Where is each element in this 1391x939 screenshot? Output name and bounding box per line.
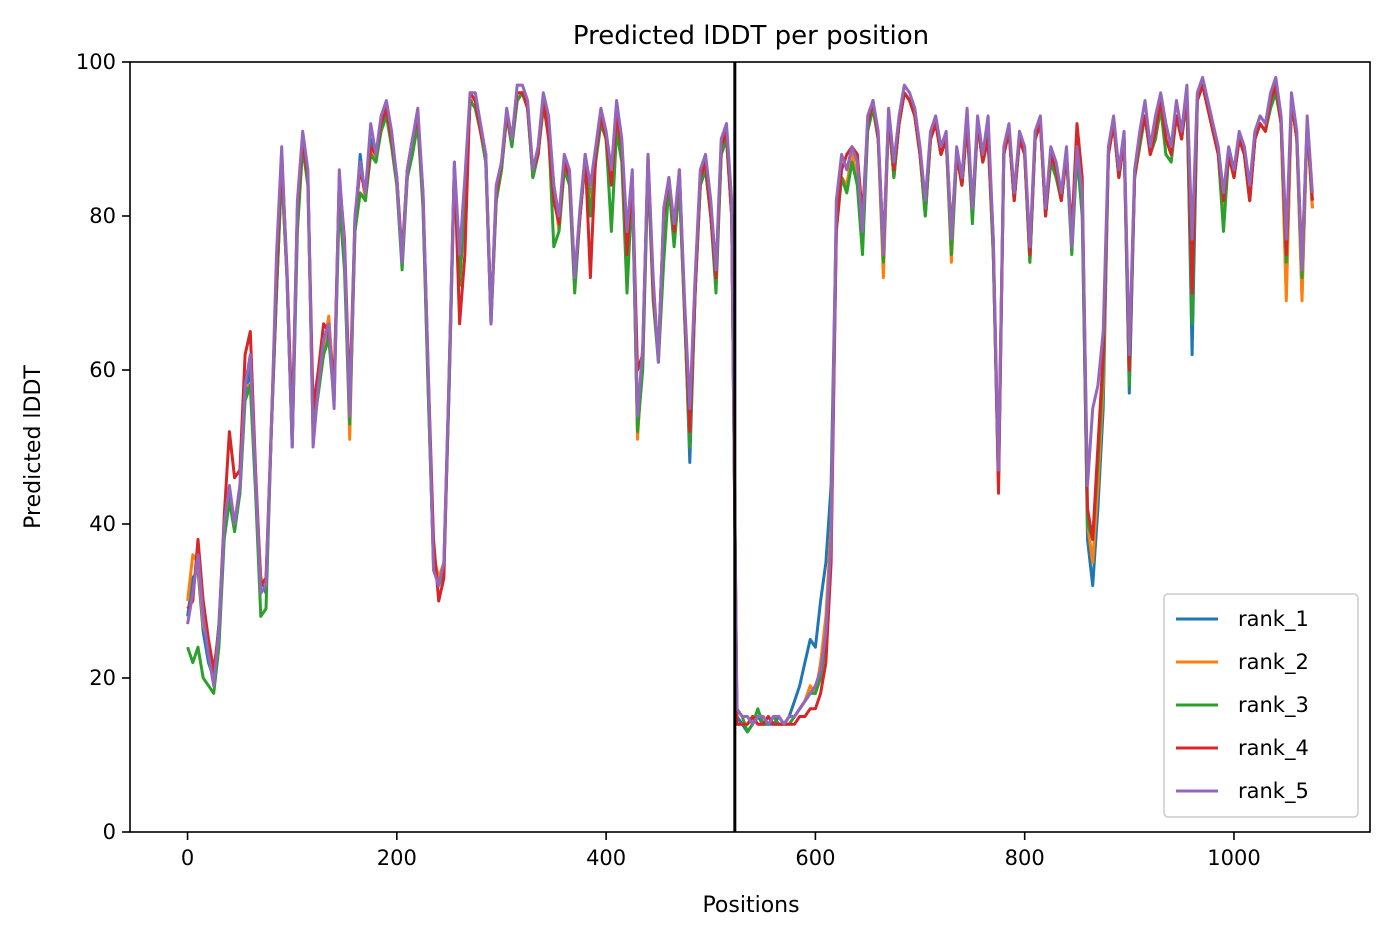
x-axis: 0 200 400 600 800 1000 <box>181 832 1261 870</box>
x-tick-label: 0 <box>181 846 194 870</box>
y-axis-label: Predicted lDDT <box>21 365 46 529</box>
legend-label: rank_2 <box>1238 650 1309 675</box>
x-axis-label: Positions <box>702 893 799 918</box>
series-line-rank_5 <box>186 75 1314 726</box>
y-axis: 0 20 40 60 80 100 <box>76 50 130 844</box>
plot-frame <box>129 61 1371 833</box>
legend-box <box>1163 593 1359 818</box>
x-tick-label: 800 <box>1005 846 1045 870</box>
y-tick-label: 100 <box>76 50 116 74</box>
y-tick-label: 20 <box>89 666 116 690</box>
series-layer <box>186 75 1314 734</box>
legend-label: rank_5 <box>1238 779 1309 804</box>
legend-label: rank_3 <box>1238 693 1309 718</box>
x-tick-label: 200 <box>377 846 417 870</box>
legend-label: rank_4 <box>1238 736 1309 761</box>
legend-label: rank_1 <box>1238 607 1309 632</box>
y-tick-label: 60 <box>89 358 116 382</box>
x-tick-label: 1000 <box>1207 846 1260 870</box>
x-tick-label: 400 <box>586 846 626 870</box>
y-tick-label: 80 <box>89 204 116 228</box>
legend: rank_1 rank_2 rank_3 rank_4 rank_5 <box>1163 593 1359 818</box>
y-tick-label: 40 <box>89 512 116 536</box>
x-tick-label: 600 <box>795 846 835 870</box>
chart-title: Predicted lDDT per position <box>573 21 929 51</box>
y-tick-label: 0 <box>103 820 116 844</box>
